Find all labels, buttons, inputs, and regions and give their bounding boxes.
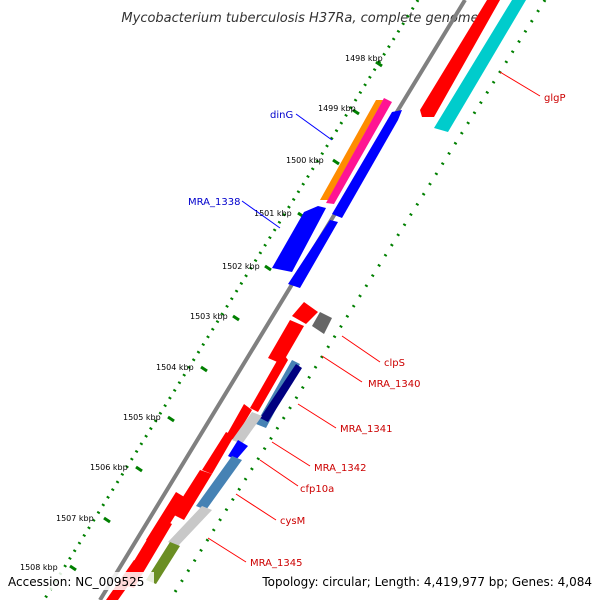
label-dinG[interactable]: dinG: [270, 110, 293, 121]
gene-features: [106, 0, 526, 600]
outer-dotted-line: [168, 0, 547, 600]
tick-label: 1502 kbp: [222, 262, 260, 271]
tick-1498: [375, 60, 383, 68]
tick-marks: [69, 60, 383, 572]
tick-label: 1507 kbp: [56, 514, 94, 523]
tick-1499: [352, 108, 360, 116]
connector-MRA_1345: [207, 537, 247, 563]
genome-title: Mycobacterium tuberculosis H37Ra, comple…: [121, 11, 478, 26]
tick-1505: [167, 415, 175, 423]
gene-dinG-magenta[interactable]: [326, 98, 392, 204]
tick-label: 1500 kbp: [286, 156, 324, 165]
label-cysM[interactable]: cysM: [280, 516, 305, 527]
label-clpS[interactable]: clpS: [384, 358, 405, 369]
gene-clpS[interactable]: [312, 312, 332, 334]
footer-summary: Topology: circular; Length: 4,419,977 bp…: [261, 575, 592, 589]
connector-clpS: [341, 335, 381, 363]
gene-red-303[interactable]: [292, 302, 318, 324]
gene-red-cfp[interactable]: [202, 432, 234, 474]
connector-dinG: [295, 113, 333, 141]
tick-label: 1508 kbp: [20, 563, 58, 572]
connector-cysM: [235, 493, 277, 521]
gene-red-top[interactable]: [420, 0, 500, 117]
connector-MRA_1341: [297, 403, 337, 429]
connector-MRA_1340: [321, 355, 363, 383]
tick-label: 1503 kbp: [190, 312, 228, 321]
ruler-dotted-line: [42, 0, 420, 600]
label-MRA_1341[interactable]: MRA_1341: [340, 424, 392, 435]
label-MRA_1338[interactable]: MRA_1338: [188, 197, 240, 208]
footer-accession-bg: [4, 572, 154, 590]
label-glgP[interactable]: glgP: [544, 93, 566, 104]
gene-labels: glgP dinG MRA_1338 clpS MRA_1340 MRA_134…: [188, 93, 566, 569]
tick-label: 1501 kbp: [254, 209, 292, 218]
genome-backbone: [98, 0, 467, 600]
gene-glgP[interactable]: [434, 0, 526, 132]
connector-cfp10a: [259, 459, 299, 487]
label-cfp10a[interactable]: cfp10a: [300, 484, 334, 495]
gene-red-1340a[interactable]: [268, 320, 304, 364]
connector-glgP: [499, 71, 541, 97]
label-MRA_1345[interactable]: MRA_1345: [250, 558, 302, 569]
tick-1502: [264, 264, 272, 272]
gene-dinG-orange[interactable]: [320, 100, 383, 200]
gene-blue-1[interactable]: [332, 110, 402, 218]
gene-MRA_1338[interactable]: [272, 206, 326, 272]
footer-summary-bg: [256, 572, 596, 590]
connector-MRA_1338: [241, 200, 281, 229]
tick-label: 1504 kbp: [156, 363, 194, 372]
gene-red-1340b[interactable]: [250, 352, 288, 412]
tick-label: 1505 kbp: [123, 413, 161, 422]
gene-gray-1342[interactable]: [232, 412, 262, 444]
gene-cysM[interactable]: [196, 456, 242, 510]
gene-navy-1341[interactable]: [260, 364, 302, 422]
gene-blue-2[interactable]: [288, 220, 338, 288]
tick-labels: 1498 kbp 1499 kbp 1500 kbp 1501 kbp 1502…: [20, 54, 383, 572]
gene-red-cysM[interactable]: [172, 470, 212, 520]
tick-label: 1499 kbp: [318, 104, 356, 113]
tick-1506: [135, 465, 143, 473]
footer-accession: Accession: NC_009525: [8, 575, 144, 589]
gene-red-1342[interactable]: [226, 404, 252, 440]
tick-1508: [69, 564, 77, 572]
gene-MRA_1345[interactable]: [146, 542, 180, 584]
tick-label: 1498 kbp: [345, 54, 383, 63]
tick-1500: [332, 158, 340, 166]
label-MRA_1340[interactable]: MRA_1340: [368, 379, 420, 390]
gene-gray-1345[interactable]: [168, 506, 212, 546]
tick-1504: [200, 365, 208, 373]
tick-1507: [103, 516, 111, 524]
gene-cfp10a[interactable]: [228, 440, 248, 460]
connector-MRA_1342: [271, 441, 311, 467]
label-MRA_1342[interactable]: MRA_1342: [314, 463, 366, 474]
tick-1503: [232, 314, 240, 322]
tick-label: 1506 kbp: [90, 463, 128, 472]
label-connectors: [207, 71, 541, 563]
